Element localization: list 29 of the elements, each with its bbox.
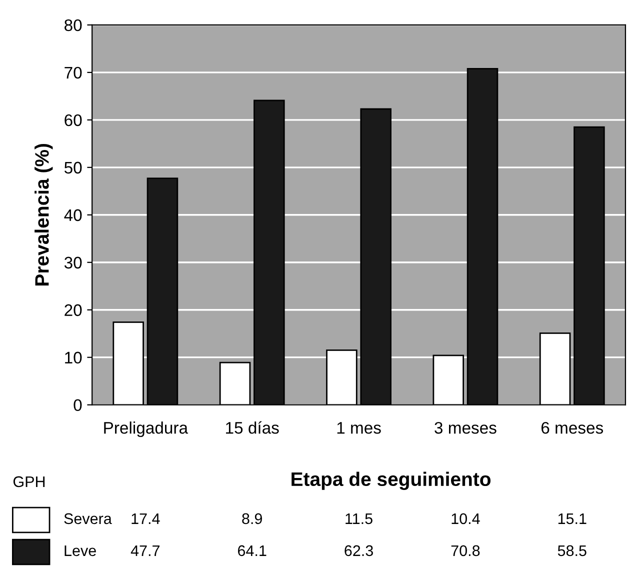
y-tick-label: 30	[64, 256, 82, 269]
x-axis-title: Etapa de seguimiento	[292, 472, 491, 490]
y-tick-label: 20	[64, 304, 82, 316]
y-axis-title: Prevalencia (%)	[34, 144, 53, 286]
legend-title: GPH	[13, 476, 45, 488]
data-label: 58.5	[558, 545, 586, 556]
y-tick-label: 10	[65, 352, 82, 364]
data-label: 64.1	[238, 545, 266, 556]
data-label: 10.4	[452, 513, 480, 524]
data-label: 15.1	[558, 513, 586, 524]
legend-label: Severa	[64, 513, 112, 524]
x-tick-label: Preligadura	[104, 422, 188, 438]
y-tick-label: 0	[74, 399, 82, 412]
data-label: 11.5	[346, 513, 372, 524]
y-tick-label: 50	[64, 162, 82, 174]
data-label: 70.8	[451, 545, 480, 556]
data-label: 62.3	[344, 545, 373, 556]
legend-label: Leve	[64, 545, 96, 556]
data-label: 17.4	[132, 513, 160, 524]
x-tick-label: 15 días	[226, 421, 279, 434]
y-tick-label: 80	[64, 19, 82, 32]
data-label: 8.9	[242, 513, 262, 524]
y-tick-label: 40	[64, 209, 82, 222]
x-tick-label: 6 meses	[541, 422, 604, 434]
data-label: 47.7	[130, 545, 160, 556]
y-tick-label: 70	[64, 66, 82, 79]
x-tick-label: 1 mes	[337, 422, 381, 434]
y-tick-label: 60	[64, 114, 82, 126]
x-tick-label: 3 meses	[434, 422, 496, 434]
